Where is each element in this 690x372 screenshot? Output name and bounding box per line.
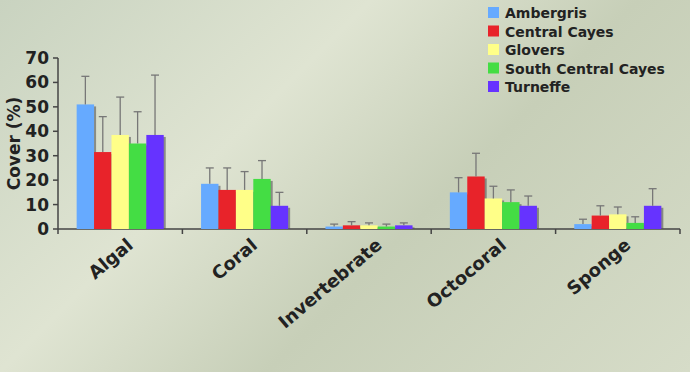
error-bar xyxy=(241,172,249,190)
error-bar xyxy=(507,190,515,202)
error-bar xyxy=(330,224,338,226)
x-tick xyxy=(306,229,308,234)
legend-swatch xyxy=(488,26,499,37)
y-axis xyxy=(57,58,59,229)
error-bar xyxy=(116,97,124,135)
error-bar xyxy=(614,207,622,214)
error-bar xyxy=(206,168,214,184)
error-bar xyxy=(348,222,356,226)
error-bar xyxy=(596,206,604,216)
bar xyxy=(325,227,342,229)
error-bar xyxy=(99,117,107,152)
bar xyxy=(644,206,661,229)
y-tick-label: 0 xyxy=(37,219,49,239)
y-tick xyxy=(53,57,58,59)
y-tick xyxy=(53,204,58,206)
error-bar xyxy=(134,112,142,144)
error-bar xyxy=(489,186,497,198)
bars xyxy=(77,75,664,229)
x-tick xyxy=(182,229,184,234)
legend-label: South Central Cayes xyxy=(505,61,665,77)
legend-label: Turneffe xyxy=(505,79,570,95)
error-bar xyxy=(151,75,159,135)
bar xyxy=(343,225,360,229)
error-bar xyxy=(472,153,480,176)
bar xyxy=(111,135,128,229)
bar xyxy=(609,214,626,229)
legend-label: Glovers xyxy=(505,42,565,58)
y-tick xyxy=(53,82,58,84)
error-bar xyxy=(649,189,657,206)
y-tick xyxy=(53,106,58,108)
chart: 0 10 20 30 40 50 60 70 Cover (%) Algal Coral Invert… xyxy=(0,0,690,372)
legend-label: Ambergris xyxy=(505,5,587,21)
bar xyxy=(360,225,377,229)
error-bar xyxy=(579,219,587,224)
bar xyxy=(502,202,519,229)
y-tick xyxy=(53,179,58,181)
bar xyxy=(378,227,395,229)
legend-swatch xyxy=(488,7,499,18)
y-axis-label: Cover (%) xyxy=(4,97,24,191)
x-tick xyxy=(679,229,681,234)
error-bar xyxy=(455,178,463,193)
y-tick-label: 60 xyxy=(25,72,49,92)
bar xyxy=(574,224,591,229)
bar xyxy=(253,179,270,229)
x-tick xyxy=(555,229,557,234)
bar xyxy=(592,216,609,229)
error-bar xyxy=(81,76,89,104)
x-tick-label: Sponge xyxy=(563,234,635,299)
legend-swatch xyxy=(488,63,499,74)
bar xyxy=(395,225,412,229)
y-tick-label: 20 xyxy=(25,170,49,190)
x-tick xyxy=(430,229,432,234)
bar xyxy=(236,190,253,229)
bar xyxy=(627,223,644,229)
bar xyxy=(467,176,484,229)
bar xyxy=(485,198,502,229)
error-bar xyxy=(524,196,532,206)
bar xyxy=(218,190,235,229)
x-tick-label: Invertebrate xyxy=(274,234,385,332)
bar xyxy=(450,192,467,229)
y-tick xyxy=(53,155,58,157)
bar xyxy=(271,206,288,229)
bar xyxy=(129,144,146,230)
x-tick xyxy=(57,229,59,234)
bar xyxy=(77,104,94,229)
error-bar xyxy=(223,168,231,190)
y-tick-label: 10 xyxy=(25,195,49,215)
error-bar xyxy=(631,217,639,223)
legend-swatch xyxy=(488,44,499,55)
bar xyxy=(146,135,163,229)
bar xyxy=(201,184,218,229)
x-tick-label: Coral xyxy=(207,234,261,284)
y-tick-label: 30 xyxy=(25,146,49,166)
legend-swatch xyxy=(488,81,499,92)
y-tick-label: 50 xyxy=(25,97,49,117)
bar xyxy=(520,206,537,229)
y-tick-label: 70 xyxy=(25,48,49,68)
error-bar xyxy=(275,192,283,205)
bar xyxy=(94,152,111,229)
x-tick-label: Octocoral xyxy=(422,234,510,313)
error-bar xyxy=(400,223,408,225)
error-bar xyxy=(258,161,266,179)
error-bar xyxy=(365,223,373,225)
y-tick-label: 40 xyxy=(25,121,49,141)
y-tick xyxy=(53,131,58,133)
error-bar xyxy=(382,224,390,226)
legend-label: Central Cayes xyxy=(505,24,614,40)
x-tick-label: Algal xyxy=(84,234,137,283)
